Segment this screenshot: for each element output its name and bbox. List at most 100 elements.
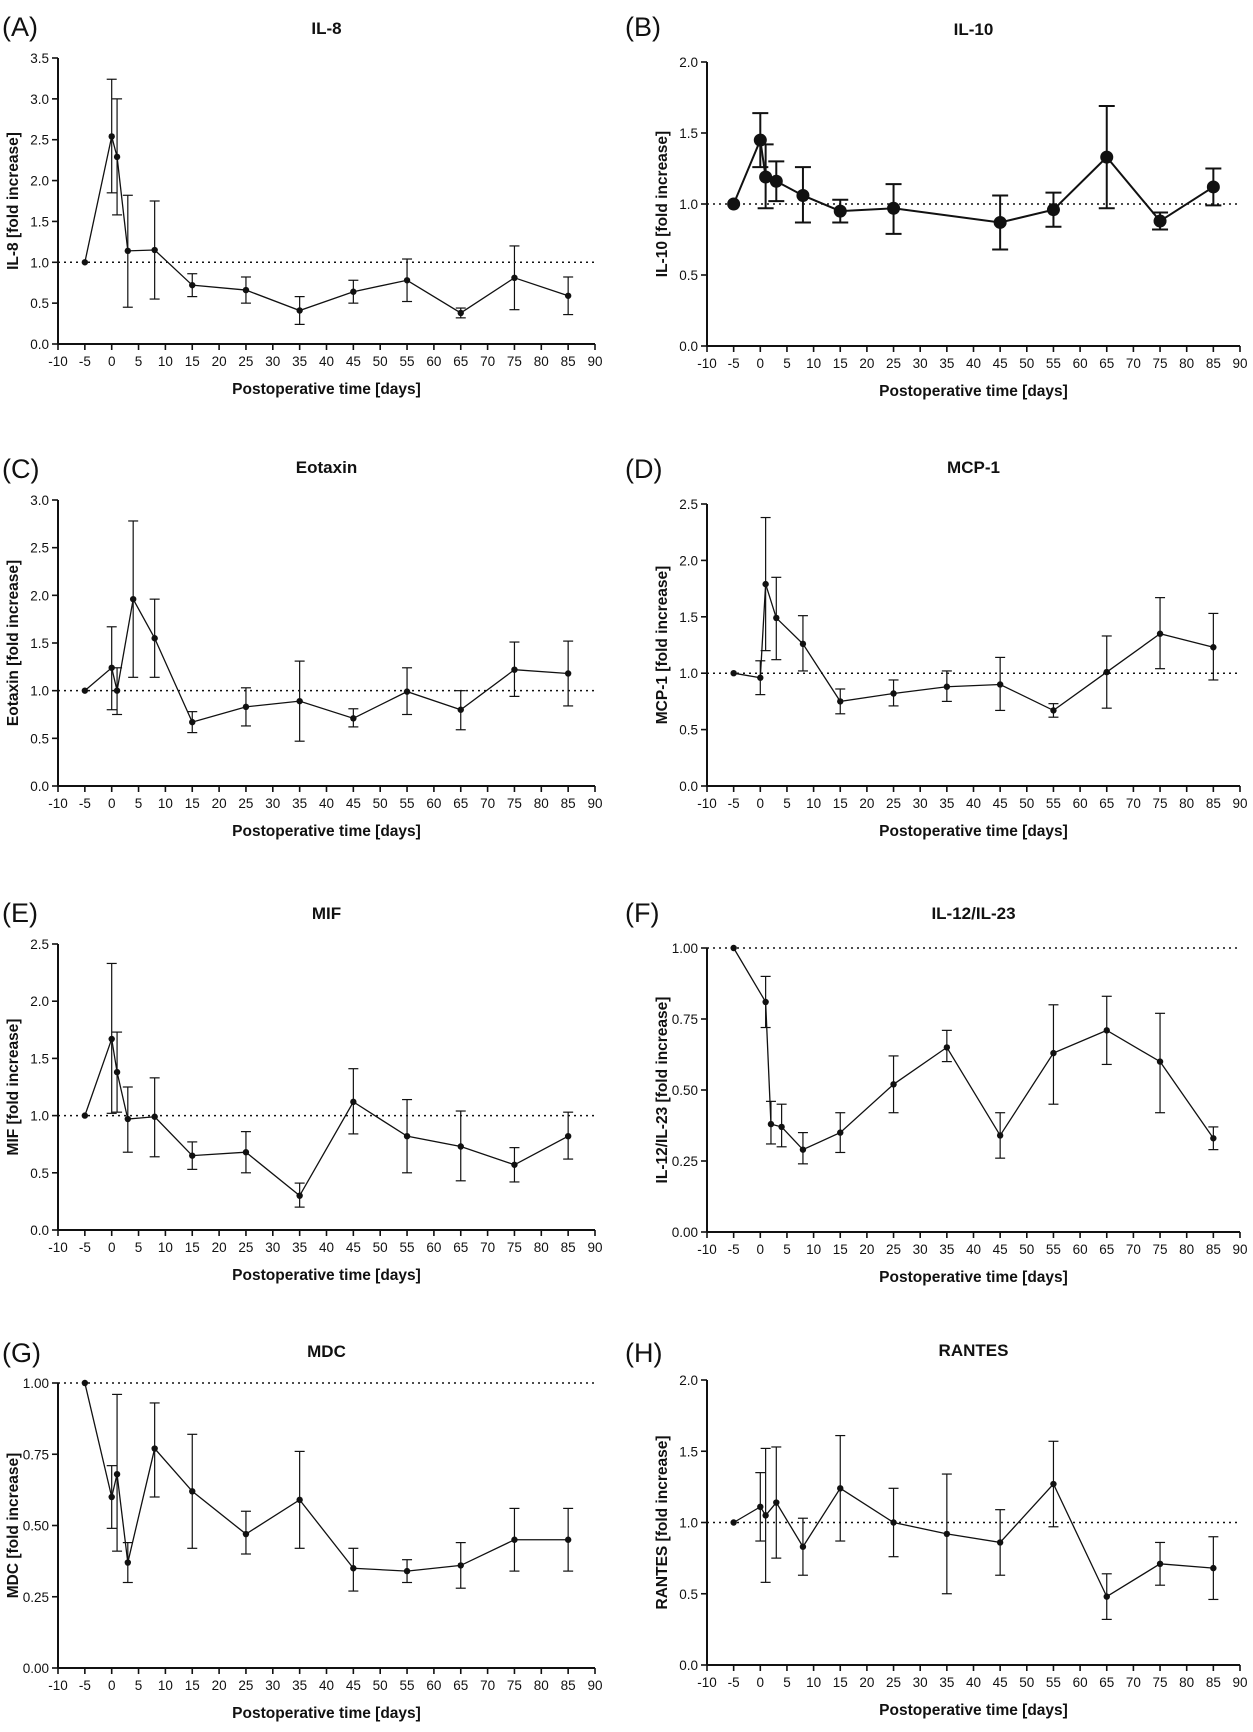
x-tick-label: 85 [1206,796,1221,811]
data-point [762,1512,769,1519]
data-point [564,1132,572,1140]
x-tick-label: 55 [1046,1675,1061,1690]
x-tick-label: 35 [292,1240,307,1255]
data-point [943,1044,951,1051]
data-point [759,170,773,184]
data-point [242,286,250,294]
chart-title: IL-12/IL-23 [931,904,1015,923]
x-tick-label: 5 [783,1242,791,1257]
data-point [457,309,464,317]
x-tick-label: 10 [806,356,821,371]
x-tick-label: 45 [346,1678,361,1693]
x-tick-label: 75 [507,796,522,811]
x-tick-label: 70 [480,796,495,811]
x-tick-label: 5 [135,796,143,811]
y-tick-label: 0.5 [30,296,49,311]
panel-letter: (A) [2,12,38,42]
data-point [403,1567,411,1575]
x-tick-label: 90 [1232,356,1247,371]
x-tick-label: 30 [913,1242,928,1257]
x-tick-label: 0 [108,1678,116,1693]
x-tick-label: 60 [1073,796,1088,811]
data-point [511,1161,518,1168]
y-tick-label: 1.0 [679,1516,698,1531]
x-tick-label: 0 [108,354,116,369]
data-point [730,1519,737,1526]
x-tick-label: 80 [534,796,549,811]
x-tick-label: -10 [48,1240,68,1255]
x-tick-label: 0 [757,1242,765,1257]
x-tick-label: 85 [561,796,576,811]
x-tick-label: 55 [1046,796,1061,811]
x-tick-label: 45 [993,796,1008,811]
x-tick-label: -5 [79,796,91,811]
x-tick-label: 40 [966,1675,981,1690]
x-tick-label: 90 [1232,796,1247,811]
series-line [733,1482,1214,1598]
x-tick-label: 35 [292,796,307,811]
y-tick-label: 1.00 [23,1376,49,1391]
x-tick-label: 30 [913,796,928,811]
data-point [773,614,780,622]
x-tick-label: 80 [1179,356,1194,371]
chart-title: IL-10 [954,20,994,39]
data-point [796,188,810,202]
y-tick-label: 0.5 [30,1166,49,1181]
y-axis-label: RANTES [fold increase] [654,1436,671,1610]
data-point [403,277,411,284]
data-point [1050,1480,1057,1488]
x-tick-label: 45 [346,1240,361,1255]
x-tick-label: 15 [185,1240,200,1255]
x-tick-label: 65 [1099,1242,1114,1257]
x-tick-label: 75 [1153,796,1168,811]
x-tick-label: 75 [1153,356,1168,371]
x-tick-label: 65 [1099,1675,1114,1690]
x-tick-label: 20 [212,1240,227,1255]
x-axis-label: Postoperative time [days] [232,1267,421,1284]
x-tick-label: 30 [265,1678,280,1693]
x-tick-label: 85 [561,1678,576,1693]
x-tick-label: 80 [534,1240,549,1255]
data-point [511,274,518,282]
x-tick-label: 65 [1099,796,1114,811]
x-tick-label: 50 [1019,1675,1034,1690]
x-tick-label: 65 [453,796,468,811]
x-axis-label: Postoperative time [days] [879,383,1068,400]
x-tick-label: 60 [1073,1675,1088,1690]
x-tick-label: 75 [1153,1242,1168,1257]
data-point [799,1146,807,1153]
y-tick-label: 2.0 [30,994,49,1009]
data-point [773,1499,780,1506]
x-tick-label: 15 [833,356,848,371]
y-axis-label: Eotaxin [fold increase] [5,560,22,726]
data-point [1210,1564,1217,1572]
y-tick-label: 2.5 [30,937,49,952]
x-tick-label: -10 [48,796,68,811]
y-tick-label: 2.0 [30,174,49,189]
chart-title: RANTES [939,1341,1009,1360]
x-tick-label: 45 [346,796,361,811]
x-tick-label: 70 [1126,356,1141,371]
x-tick-label: 20 [859,1675,874,1690]
data-point [564,1536,572,1543]
data-point [296,697,303,705]
data-point [1210,1135,1217,1142]
y-axis-label: MIF [fold increase] [5,1019,22,1156]
y-tick-label: 0.5 [679,723,698,738]
x-tick-label: 0 [108,796,116,811]
x-tick-label: 15 [185,354,200,369]
data-point [113,153,121,161]
x-tick-label: -5 [728,1675,740,1690]
data-point [833,204,847,218]
x-tick-label: 60 [426,796,441,811]
data-point [730,944,737,952]
x-tick-label: 90 [587,354,602,369]
chart-panel-8: (H) RANTES 0.0 0.5 1.0 1.5 2.0 -10 -5 0 5 10 15 20 25 3… [625,1338,1248,1719]
data-point [124,1559,132,1566]
y-tick-label: 0.75 [23,1447,49,1462]
y-tick-label: 1.5 [30,1051,49,1066]
x-tick-label: 0 [108,1240,116,1255]
data-point [296,307,303,314]
x-axis-label: Postoperative time [days] [232,381,421,398]
